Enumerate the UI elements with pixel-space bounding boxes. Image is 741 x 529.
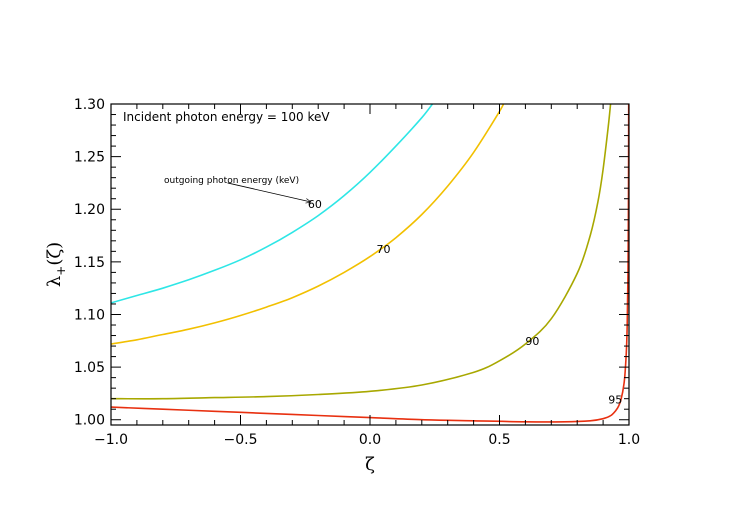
x-tick-label: 1.0	[618, 432, 640, 448]
curve-label-60: 60	[308, 198, 322, 211]
y-axis-label: λ+(ζ)	[44, 242, 68, 287]
curve-label-90: 90	[525, 335, 539, 348]
series-line-60	[111, 104, 434, 304]
plot-frame	[110, 103, 630, 426]
series-line-90	[111, 104, 612, 400]
outgoing-energy-annotation: outgoing photon energy (keV)	[164, 176, 299, 186]
ticks-layer: −1.0 −0.5 0.0 0.5 1.0 1.00 1.05 1.10 1.15 1.20 1.2…	[74, 97, 640, 448]
y-tick-label: 1.25	[74, 150, 105, 166]
y-tick-label: 1.30	[74, 97, 105, 113]
curve-label-95: 95	[608, 394, 622, 407]
x-tick-label: 0.5	[488, 432, 510, 448]
series-line-95	[111, 104, 629, 423]
x-tick-label: −0.5	[224, 432, 258, 448]
series-line-70	[111, 104, 505, 345]
curve-label-70: 70	[376, 243, 390, 256]
incident-energy-annotation: Incident photon energy = 100 keV	[123, 110, 330, 124]
y-axis-label-sub: +	[54, 266, 68, 276]
annotation-arrow	[227, 182, 311, 202]
series-layer	[111, 104, 629, 423]
y-tick-label: 1.20	[74, 202, 105, 218]
labels-layer: Incident photon energy = 100 keV outgoin…	[44, 110, 622, 475]
y-tick-label: 1.05	[74, 360, 105, 376]
y-tick-label: 1.00	[74, 413, 105, 429]
y-tick-label: 1.10	[74, 307, 105, 323]
y-axis-label-arg: (ζ)	[44, 242, 65, 266]
x-tick-label: 0.0	[359, 432, 381, 448]
y-tick-label: 1.15	[74, 255, 105, 271]
x-tick-label: −1.0	[94, 432, 128, 448]
x-axis-label: ζ	[365, 454, 375, 475]
y-axis-label-base: λ	[44, 276, 65, 287]
